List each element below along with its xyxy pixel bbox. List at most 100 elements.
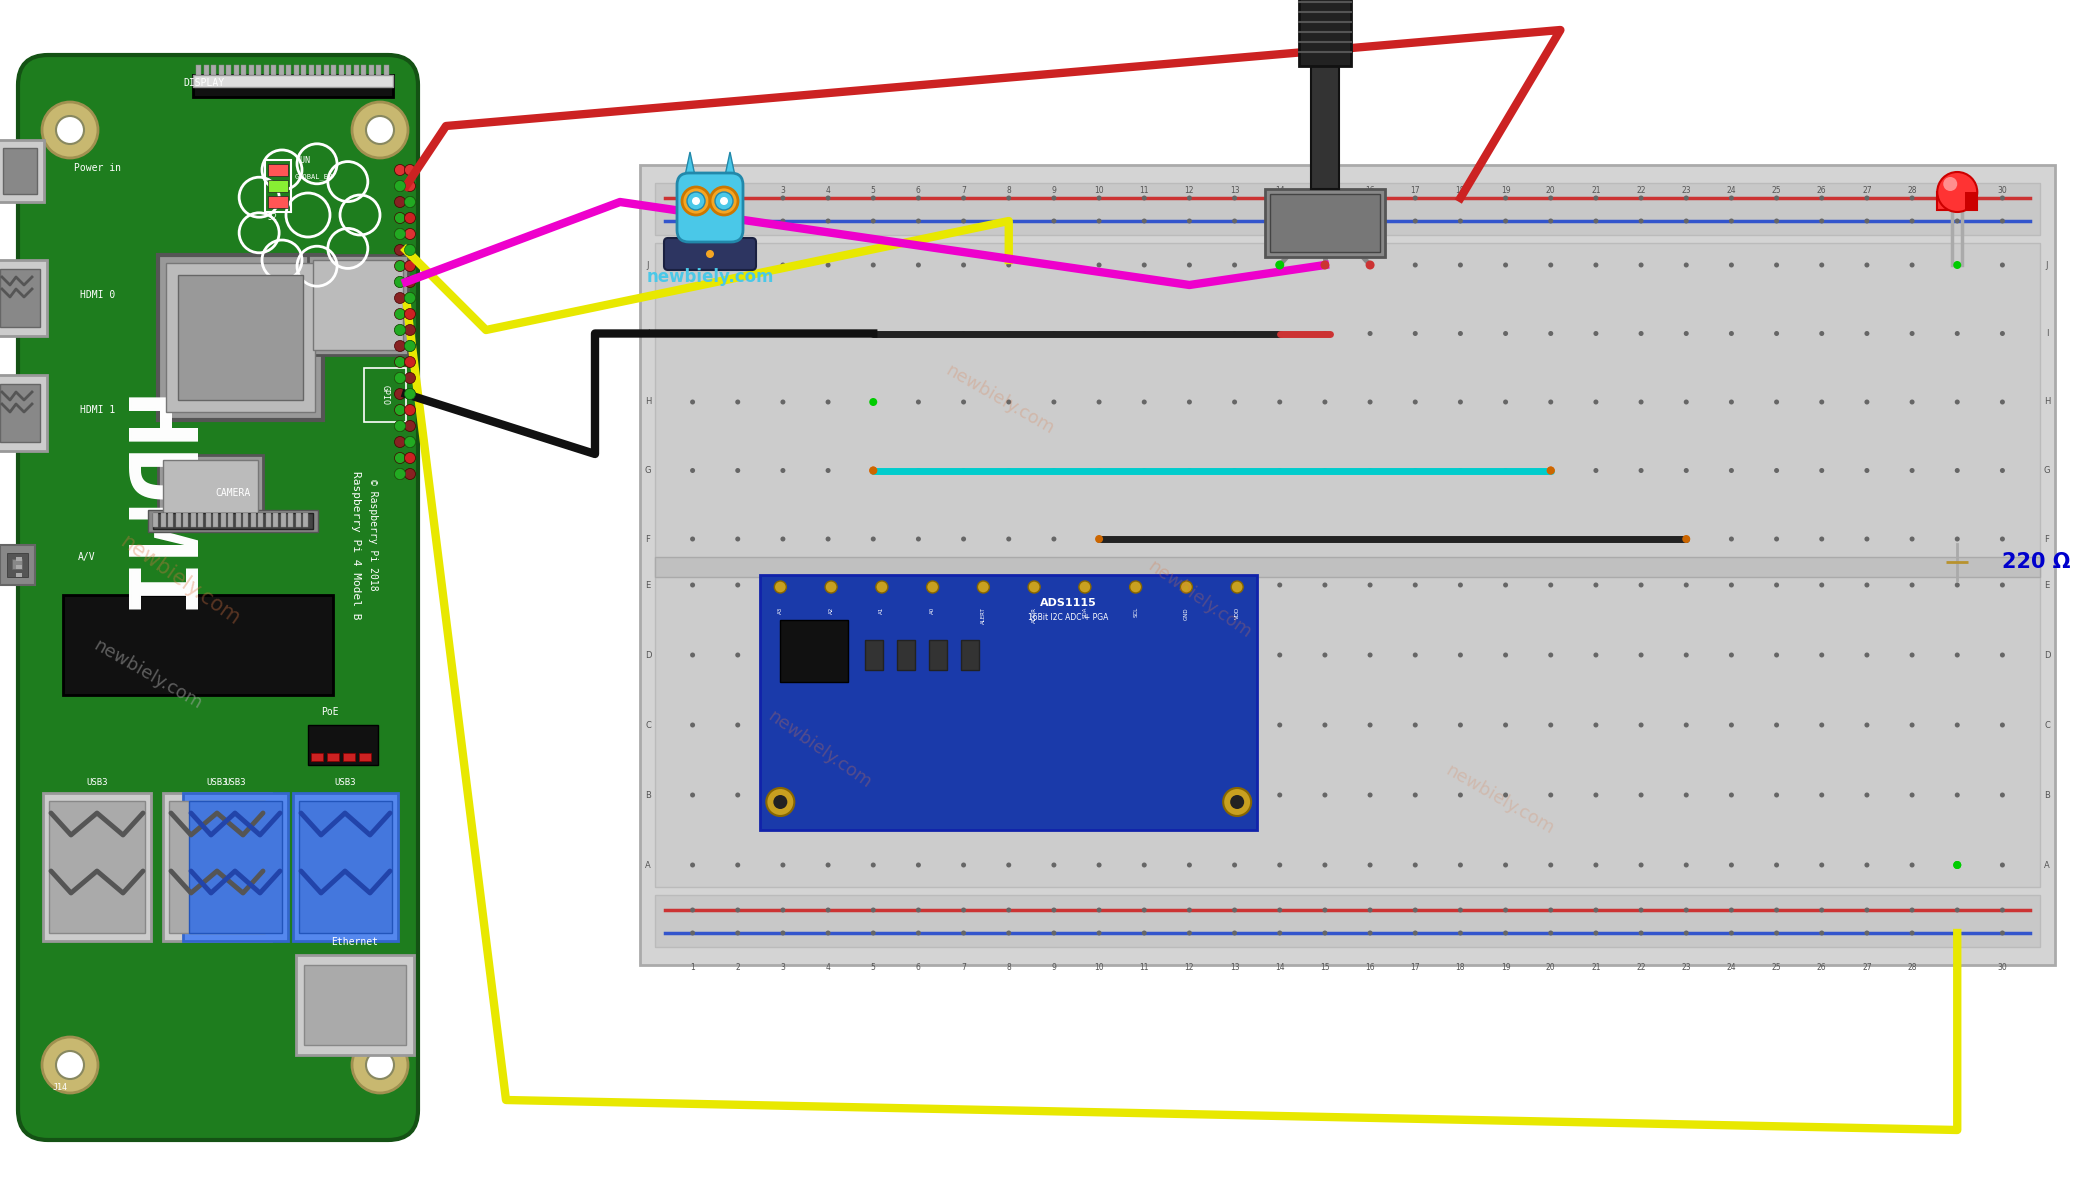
Bar — [314, 260, 404, 350]
Circle shape — [1502, 219, 1508, 223]
Circle shape — [870, 467, 877, 474]
Circle shape — [870, 399, 877, 404]
Text: HDMI 0: HDMI 0 — [79, 290, 115, 301]
Circle shape — [870, 908, 877, 912]
Circle shape — [1142, 862, 1146, 867]
Circle shape — [870, 196, 877, 201]
Circle shape — [927, 581, 939, 593]
Circle shape — [1684, 652, 1688, 657]
Circle shape — [1096, 537, 1102, 542]
Circle shape — [1502, 652, 1508, 657]
Circle shape — [1458, 930, 1462, 935]
Circle shape — [1954, 399, 1960, 404]
Circle shape — [1096, 219, 1102, 223]
Bar — [383, 65, 389, 75]
Circle shape — [1096, 582, 1102, 588]
Circle shape — [734, 219, 741, 223]
Circle shape — [1412, 862, 1418, 867]
Circle shape — [395, 309, 406, 320]
Text: 8: 8 — [1006, 963, 1010, 972]
Circle shape — [870, 652, 877, 657]
Circle shape — [1943, 177, 1958, 191]
Bar — [278, 65, 285, 75]
Circle shape — [1278, 219, 1282, 223]
Circle shape — [1638, 468, 1644, 473]
Text: newbiely.com: newbiely.com — [1443, 762, 1556, 839]
Circle shape — [1910, 908, 1914, 912]
Text: 15: 15 — [1320, 963, 1331, 972]
Text: A3: A3 — [778, 607, 782, 614]
Circle shape — [690, 331, 695, 336]
Circle shape — [1079, 581, 1090, 593]
Circle shape — [1728, 263, 1734, 267]
Polygon shape — [722, 152, 738, 190]
Circle shape — [1954, 537, 1960, 542]
Circle shape — [1910, 331, 1914, 336]
FancyBboxPatch shape — [19, 55, 418, 1140]
Bar — [268, 164, 289, 176]
Circle shape — [1006, 908, 1010, 912]
Bar — [163, 460, 257, 513]
Circle shape — [1864, 792, 1870, 797]
Circle shape — [780, 908, 784, 912]
Circle shape — [1412, 196, 1418, 201]
Circle shape — [1232, 196, 1236, 201]
Circle shape — [734, 722, 741, 727]
Circle shape — [916, 196, 920, 201]
Circle shape — [1684, 468, 1688, 473]
Circle shape — [1638, 930, 1644, 935]
Bar — [299, 801, 391, 933]
Circle shape — [870, 862, 877, 867]
Circle shape — [1548, 792, 1552, 797]
Circle shape — [1728, 792, 1734, 797]
Text: 8: 8 — [1006, 187, 1010, 195]
Circle shape — [1820, 652, 1824, 657]
Circle shape — [1910, 263, 1914, 267]
Circle shape — [1232, 581, 1243, 593]
Bar — [251, 513, 255, 527]
Circle shape — [960, 196, 967, 201]
Bar — [213, 513, 218, 527]
Circle shape — [1412, 537, 1418, 542]
Circle shape — [1096, 468, 1102, 473]
Text: ADDR: ADDR — [1031, 607, 1038, 623]
Circle shape — [734, 862, 741, 867]
Circle shape — [1594, 263, 1598, 267]
Circle shape — [1548, 537, 1552, 542]
Circle shape — [1006, 582, 1010, 588]
Circle shape — [404, 277, 416, 287]
Circle shape — [1774, 862, 1778, 867]
Circle shape — [404, 213, 416, 223]
Text: 30: 30 — [1998, 187, 2008, 195]
Circle shape — [1728, 862, 1734, 867]
Circle shape — [1684, 908, 1688, 912]
Circle shape — [1322, 582, 1328, 588]
Circle shape — [395, 356, 406, 367]
Circle shape — [870, 219, 877, 223]
Text: Ethernet: Ethernet — [331, 937, 379, 947]
Circle shape — [1684, 263, 1688, 267]
Circle shape — [404, 388, 416, 399]
Circle shape — [1864, 908, 1870, 912]
Circle shape — [1096, 908, 1102, 912]
Bar — [176, 513, 180, 527]
Bar — [293, 65, 299, 75]
Text: A: A — [2044, 860, 2050, 870]
Circle shape — [1368, 652, 1372, 657]
Text: 22: 22 — [1636, 963, 1646, 972]
Circle shape — [1278, 468, 1282, 473]
Bar — [316, 65, 320, 75]
Circle shape — [1052, 468, 1056, 473]
Circle shape — [1594, 862, 1598, 867]
Circle shape — [1142, 930, 1146, 935]
Circle shape — [395, 373, 406, 384]
Circle shape — [1910, 537, 1914, 542]
Circle shape — [1368, 930, 1372, 935]
Circle shape — [1412, 792, 1418, 797]
Circle shape — [1954, 930, 1960, 935]
Circle shape — [1006, 652, 1010, 657]
Text: 16Bit I2C ADC + PGA: 16Bit I2C ADC + PGA — [1027, 613, 1109, 621]
Bar — [331, 65, 337, 75]
Bar — [266, 513, 270, 527]
Text: 24: 24 — [1726, 187, 1736, 195]
